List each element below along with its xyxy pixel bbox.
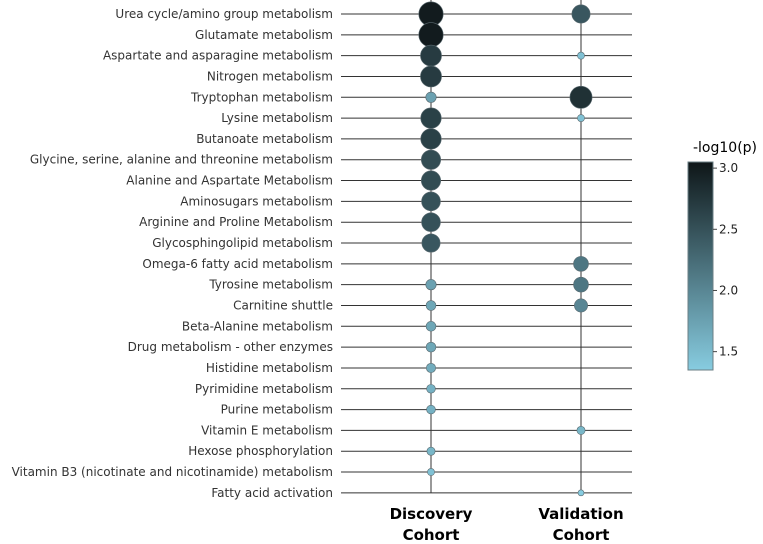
validation-dot bbox=[576, 425, 586, 435]
discovery-dot bbox=[420, 65, 442, 88]
discovery-dot bbox=[421, 233, 441, 253]
column-label-discovery-line1: Discovery bbox=[390, 505, 473, 523]
discovery-dot bbox=[426, 362, 436, 373]
validation-dot bbox=[577, 51, 585, 60]
pathway-label: Glycine, serine, alanine and threonine m… bbox=[30, 153, 333, 167]
discovery-dot bbox=[425, 91, 437, 103]
pathway-label: Aminosugars metabolism bbox=[180, 194, 333, 208]
pathway-label: Vitamin B3 (nicotinate and nicotinamide)… bbox=[12, 465, 333, 479]
pathway-label: Urea cycle/amino group metabolism bbox=[115, 7, 333, 21]
discovery-dot bbox=[427, 468, 435, 476]
pathway-label: Nitrogen metabolism bbox=[207, 69, 333, 83]
discovery-dot bbox=[421, 191, 441, 212]
column-label-discovery-line2: Cohort bbox=[403, 526, 460, 544]
pathway-label: Alanine and Aspartate Metabolism bbox=[126, 174, 333, 188]
discovery-dot bbox=[425, 341, 437, 353]
colorbar-ticks: 3.0 2.5 2.0 1.5 bbox=[713, 161, 738, 359]
column-label-validation-line1: Validation bbox=[538, 505, 623, 523]
discovery-dot bbox=[425, 321, 437, 332]
discovery-dot bbox=[418, 22, 444, 48]
validation-dot bbox=[569, 85, 593, 109]
discovery-dot bbox=[420, 149, 442, 170]
colorbar-tick-label: 2.5 bbox=[719, 222, 738, 236]
pathway-labels: Urea cycle/amino group metabolism Glutama… bbox=[12, 7, 333, 500]
discovery-dot bbox=[426, 384, 436, 394]
pathway-label: Vitamin E metabolism bbox=[201, 423, 333, 437]
column-label-validation-line2: Cohort bbox=[553, 526, 610, 544]
discovery-dot bbox=[421, 212, 441, 232]
row-grid-lines bbox=[341, 13, 632, 494]
pathway-label: Hexose phosphorylation bbox=[188, 444, 333, 458]
pathway-label: Fatty acid activation bbox=[211, 486, 333, 500]
validation-dot bbox=[577, 489, 585, 497]
pathway-label: Glycosphingolipid metabolism bbox=[152, 236, 333, 250]
discovery-dot bbox=[425, 300, 437, 311]
validation-dot bbox=[573, 256, 589, 272]
pathway-label: Butanoate metabolism bbox=[196, 132, 333, 146]
colorbar bbox=[687, 161, 714, 371]
pathway-label: Aspartate and asparagine metabolism bbox=[103, 49, 333, 63]
pathway-label: Glutamate metabolism bbox=[195, 28, 333, 42]
discovery-dot bbox=[420, 128, 442, 150]
pathway-label: Tryptophan metabolism bbox=[190, 90, 333, 104]
pathway-label: Drug metabolism - other enzymes bbox=[128, 340, 333, 354]
validation-dot bbox=[574, 298, 588, 313]
pathway-label: Lysine metabolism bbox=[221, 111, 333, 125]
colorbar-tick-label: 3.0 bbox=[719, 161, 738, 175]
pathway-label: Arginine and Proline Metabolism bbox=[139, 215, 333, 229]
pathway-label: Purine metabolism bbox=[221, 403, 333, 417]
discovery-dot bbox=[426, 446, 436, 456]
colorbar-tick-label: 1.5 bbox=[719, 345, 738, 359]
pathway-label: Carnitine shuttle bbox=[233, 298, 333, 312]
validation-dot bbox=[571, 4, 591, 24]
colorbar-title: -log10(p) bbox=[693, 140, 757, 156]
pathway-label: Histidine metabolism bbox=[206, 361, 333, 375]
pathway-label: Omega-6 fatty acid metabolism bbox=[142, 257, 333, 271]
pathway-label: Tyrosine metabolism bbox=[208, 278, 333, 292]
validation-dot bbox=[577, 114, 585, 122]
discovery-dot bbox=[420, 44, 442, 67]
validation-dot bbox=[573, 276, 589, 293]
discovery-dot bbox=[425, 279, 437, 291]
discovery-dot bbox=[420, 107, 442, 129]
column-lines bbox=[430, 0, 582, 493]
pathway-label: Pyrimidine metabolism bbox=[195, 382, 333, 396]
discovery-dot bbox=[420, 170, 442, 191]
colorbar-tick-label: 2.0 bbox=[719, 283, 738, 297]
discovery-dot bbox=[426, 404, 436, 415]
significance-dots bbox=[418, 1, 593, 497]
pathway-label: Beta-Alanine metabolism bbox=[182, 319, 333, 333]
